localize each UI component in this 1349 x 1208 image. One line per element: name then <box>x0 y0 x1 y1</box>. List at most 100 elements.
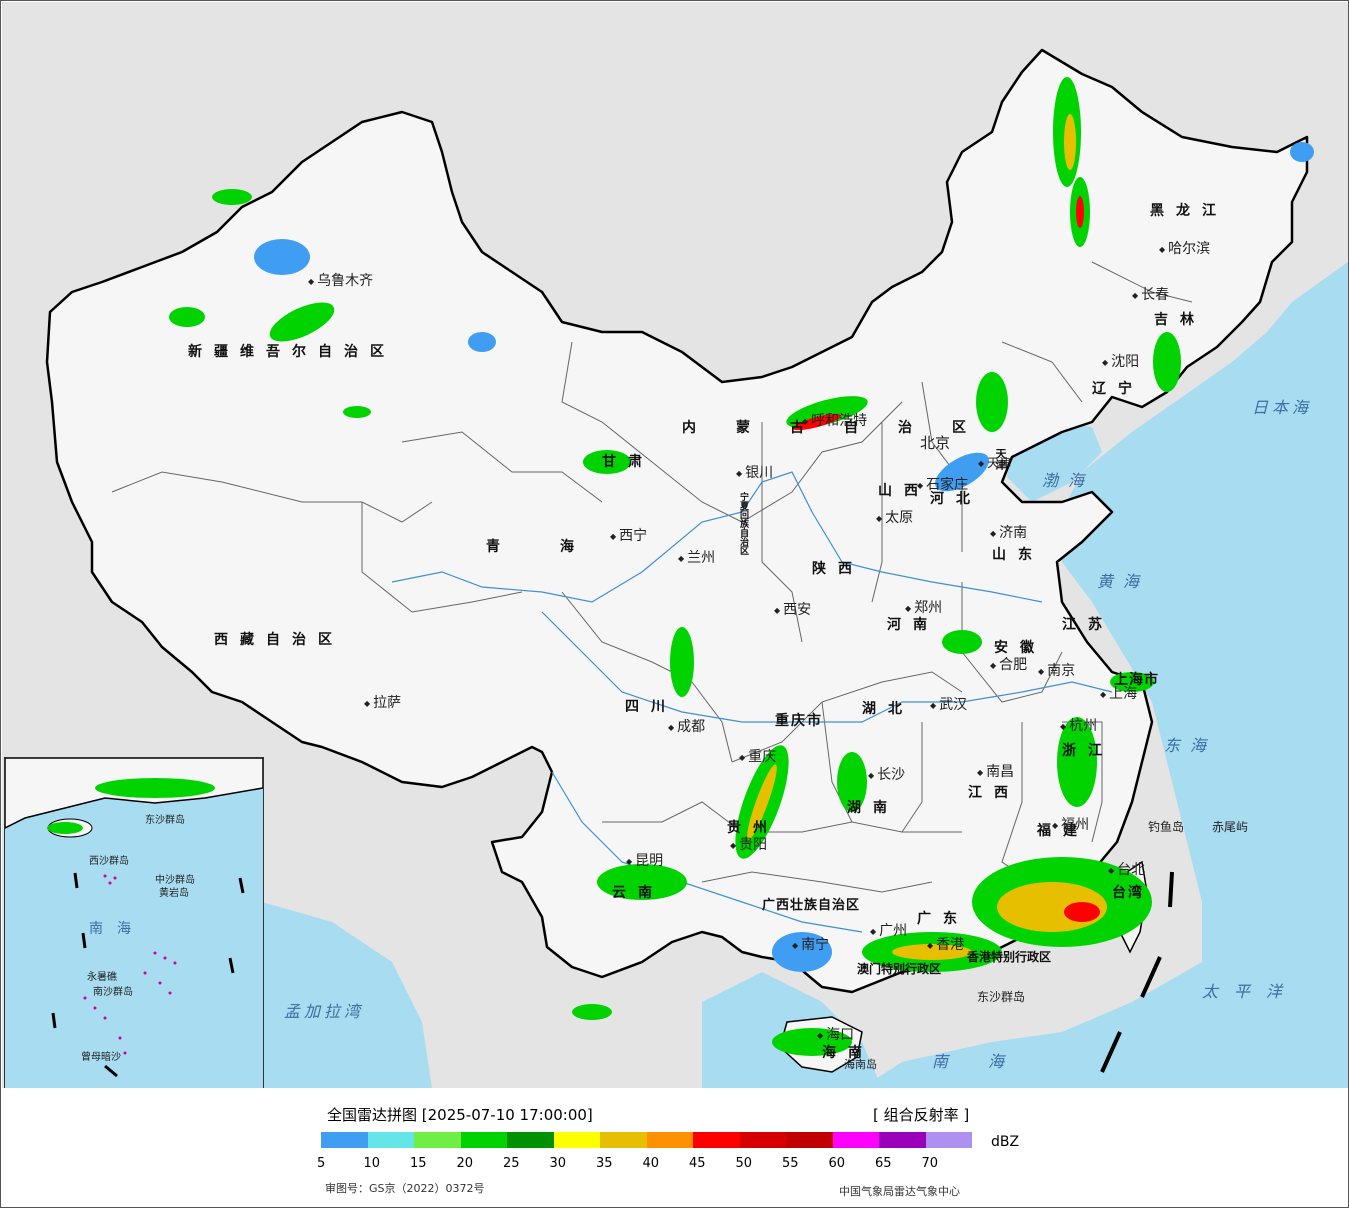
colorbar-segment <box>507 1132 554 1148</box>
island-hainan-label: 海南岛 <box>844 1058 877 1071</box>
colorbar-tick-label: 25 <box>503 1156 520 1171</box>
city-taipei: 台北 <box>1108 859 1145 879</box>
organization: 中国气象局雷达气象中心 <box>839 1185 960 1198</box>
colorbar-segment <box>786 1132 833 1148</box>
province-label-taiwan: 台湾 <box>1112 885 1144 901</box>
south-china-sea-inset: 南海 中沙群岛 黄岩岛 西沙群岛 南沙群岛 曾母暗沙 永暑礁 东沙群岛 <box>4 757 264 1088</box>
colorbar-segment <box>693 1132 740 1148</box>
colorbar-segment <box>739 1132 786 1148</box>
colorbar-tick-label: 70 <box>921 1156 939 1171</box>
legend-product: [ 组合反射率 ] <box>873 1106 970 1124</box>
city-wuhan: 武汉 <box>930 694 967 714</box>
province-label-yunnan: 云南 <box>612 885 664 901</box>
city-yinchuan: 银川 <box>736 462 773 482</box>
colorbar-segment <box>414 1132 461 1148</box>
province-label-zhejiang: 浙江 <box>1062 743 1114 759</box>
colorbar-segment <box>460 1132 507 1148</box>
city-chengdu: 成都 <box>668 716 705 736</box>
sea-label-bay-of-bengal: 孟加拉湾 <box>284 1002 365 1021</box>
colorbar-segment <box>646 1132 693 1148</box>
province-label-jiangsu: 江苏 <box>1062 617 1114 633</box>
province-label-jiangxi: 江西 <box>968 785 1020 801</box>
radar-echoes <box>169 77 1314 1056</box>
province-label-hebei: 河北 <box>930 491 982 507</box>
sea-boundary-dashes <box>1100 871 1174 1073</box>
province-label-gansu: 甘肃 <box>602 454 654 470</box>
colorbar-segment <box>600 1132 647 1148</box>
city-shanghai: 上海 <box>1100 683 1137 703</box>
inset-label-dongsha: 东沙群岛 <box>145 815 185 826</box>
colorbar-tick-label: 30 <box>549 1156 567 1171</box>
sea-label-huanghai: 黄海 <box>1097 572 1150 591</box>
province-label-hunan: 湖南 <box>847 800 899 816</box>
province-label-shaanxi: 陕西 <box>812 561 864 577</box>
city-zhengzhou: 郑州 <box>905 597 942 617</box>
inset-label-nanhai: 南海 <box>89 921 145 937</box>
city-shenyang: 沈阳 <box>1102 351 1139 371</box>
city-kunming: 昆明 <box>626 850 663 870</box>
city-shijiazhuang: 石家庄 <box>917 474 968 494</box>
colorbar-tick-label: 20 <box>456 1156 474 1171</box>
colorbar-segment <box>879 1132 926 1148</box>
province-label-guizhou: 贵州 <box>727 820 779 836</box>
city-guangzhou: 广州 <box>870 920 907 940</box>
city-nanchang: 南昌 <box>977 761 1014 781</box>
city-beijing: 北京 <box>920 434 951 452</box>
island-diaoyu: 钓鱼岛 <box>1148 820 1185 834</box>
sea-label-donghai: 东海 <box>1164 736 1217 755</box>
city-hongkong: 香港 <box>927 934 964 954</box>
colorbar-tick-label: 10 <box>363 1156 381 1171</box>
colorbar-segment <box>367 1132 414 1148</box>
colorbar-tick-label: 55 <box>782 1156 799 1171</box>
province-label-macau: 澳门特别行政区 <box>857 962 942 976</box>
inset-label-nansha: 南沙群岛 <box>93 987 133 998</box>
city-harbin: 哈尔滨 <box>1159 238 1210 258</box>
city-urumqi: 乌鲁木齐 <box>308 270 373 290</box>
province-label-hongkong: 香港特别行政区 <box>967 950 1052 964</box>
province-label-hubei: 湖北 <box>862 701 914 717</box>
city-xining: 西宁 <box>610 525 647 545</box>
city-xian: 西安 <box>774 599 811 619</box>
province-label-ningxia: 宁夏回族自治区 <box>738 492 748 555</box>
colorbar-segment <box>553 1132 600 1148</box>
city-guiyang: 贵阳 <box>730 834 767 854</box>
inset-label-zhongsha: 中沙群岛 <box>155 875 195 886</box>
colorbar-segment <box>925 1132 972 1148</box>
province-label-heilongjiang: 黑龙江 <box>1150 203 1228 219</box>
province-label-liaoning: 辽宁 <box>1092 381 1144 397</box>
city-changsha: 长沙 <box>868 764 905 784</box>
colorbar-tick-label: 5 <box>317 1156 326 1171</box>
province-label-henan: 河南 <box>887 617 939 633</box>
province-label-shanxi: 山西 <box>878 483 930 499</box>
colorbar-tick-label: 15 <box>410 1156 427 1171</box>
city-nanning: 南宁 <box>792 934 829 954</box>
province-label-shandong: 山东 <box>992 547 1044 563</box>
city-hohhot: 呼和浩特 <box>802 410 867 430</box>
province-label-sichuan: 四川 <box>625 699 677 715</box>
sea-label-nanhai: 南海 <box>932 1052 1045 1071</box>
colorbar-tick-label: 50 <box>735 1156 753 1171</box>
colorbar-tick-label: 45 <box>689 1156 706 1171</box>
city-nanjing: 南京 <box>1038 660 1075 680</box>
city-changchun: 长春 <box>1132 284 1169 304</box>
province-label-guangdong: 广东 <box>917 911 969 927</box>
city-taiyuan: 太原 <box>876 507 913 527</box>
sea-label-pacific: 太平洋 <box>1202 982 1299 1001</box>
city-haikou: 海口 <box>817 1024 854 1044</box>
province-label-anhui: 安徽 <box>994 640 1046 656</box>
inset-label-huangyan: 黄岩岛 <box>159 888 189 899</box>
province-label-qinghai: 青海 <box>486 539 634 555</box>
colorbar-ticks: 5 10 15 20 25 30 35 40 45 50 55 60 65 70 <box>317 1156 957 1172</box>
colorbar-tick-label: 65 <box>875 1156 892 1171</box>
colorbar-tick-label: 60 <box>828 1156 846 1171</box>
sea-label-bohai: 渤海 <box>1042 471 1095 490</box>
city-tianjin: 天津 <box>978 454 1011 471</box>
colorbar-segment <box>832 1132 879 1148</box>
province-label-guangxi: 广西壮族自治区 <box>762 898 861 913</box>
province-label-xinjiang: 新疆维吾尔自治区 <box>188 344 396 360</box>
inset-label-yongshu: 永暑礁 <box>87 972 117 983</box>
island-chiwei: 赤尾屿 <box>1212 820 1249 834</box>
colorbar <box>321 1132 972 1148</box>
city-jinan: 济南 <box>990 522 1027 542</box>
